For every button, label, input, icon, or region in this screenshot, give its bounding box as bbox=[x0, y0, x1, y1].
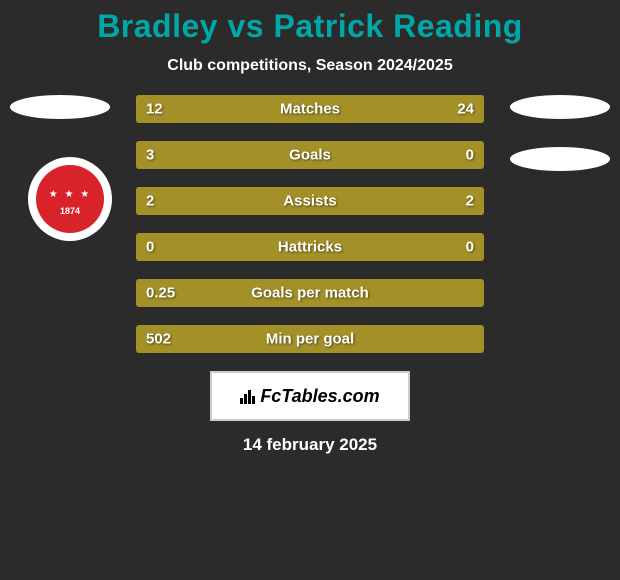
stat-row: Hattricks0 0 bbox=[136, 233, 484, 261]
stat-row: Matches12 24 bbox=[136, 95, 484, 123]
bar-chart-icon bbox=[240, 388, 256, 404]
stat-value-left: 0.25 bbox=[146, 285, 175, 302]
club-crest-inner: ★ ★ ★ 1874 bbox=[36, 165, 104, 233]
fctables-logo: FcTables.com bbox=[210, 371, 410, 421]
stat-value-left: 502 bbox=[146, 331, 171, 348]
stat-label: Hattricks bbox=[136, 239, 484, 256]
stat-label: Assists bbox=[136, 193, 484, 210]
player-right-avatar bbox=[510, 95, 610, 119]
season-subtitle: Club competitions, Season 2024/2025 bbox=[0, 57, 620, 75]
stat-value-left: 2 bbox=[146, 193, 154, 210]
stats-bars: Matches1224Goals30Assists22Hattricks00Go… bbox=[136, 95, 484, 353]
stat-value-left: 3 bbox=[146, 147, 154, 164]
stat-label: Min per goal bbox=[136, 331, 484, 348]
footer-brand-text: FcTables.com bbox=[260, 386, 379, 407]
stat-label: Goals bbox=[136, 147, 484, 164]
player-right-club-placeholder bbox=[510, 147, 610, 171]
date-text: 14 february 2025 bbox=[0, 435, 620, 455]
comparison-title: Bradley vs Patrick Reading bbox=[0, 0, 620, 45]
stat-label: Goals per match bbox=[136, 285, 484, 302]
stat-value-right: 2 bbox=[466, 193, 474, 210]
stat-value-right: 0 bbox=[466, 239, 474, 256]
stat-row: Goals per match0.25 bbox=[136, 279, 484, 307]
stat-row: Min per goal502 bbox=[136, 325, 484, 353]
stat-row: Goals3 0 bbox=[136, 141, 484, 169]
player-left-avatar bbox=[10, 95, 110, 119]
stat-value-left: 12 bbox=[146, 101, 163, 118]
club-crest-left: ★ ★ ★ 1874 bbox=[28, 157, 112, 241]
crest-stars-icon: ★ ★ ★ bbox=[49, 189, 91, 200]
content-area: ★ ★ ★ 1874 Matches12 24 Goals3 0 Assists2 2 Ha… bbox=[0, 95, 620, 353]
stat-value-right: 24 bbox=[457, 101, 474, 118]
crest-year: 1874 bbox=[60, 206, 80, 216]
stat-value-right: 0 bbox=[466, 147, 474, 164]
stat-value-left: 0 bbox=[146, 239, 154, 256]
stat-label: Matches bbox=[136, 101, 484, 118]
stat-row: Assists2 2 bbox=[136, 187, 484, 215]
